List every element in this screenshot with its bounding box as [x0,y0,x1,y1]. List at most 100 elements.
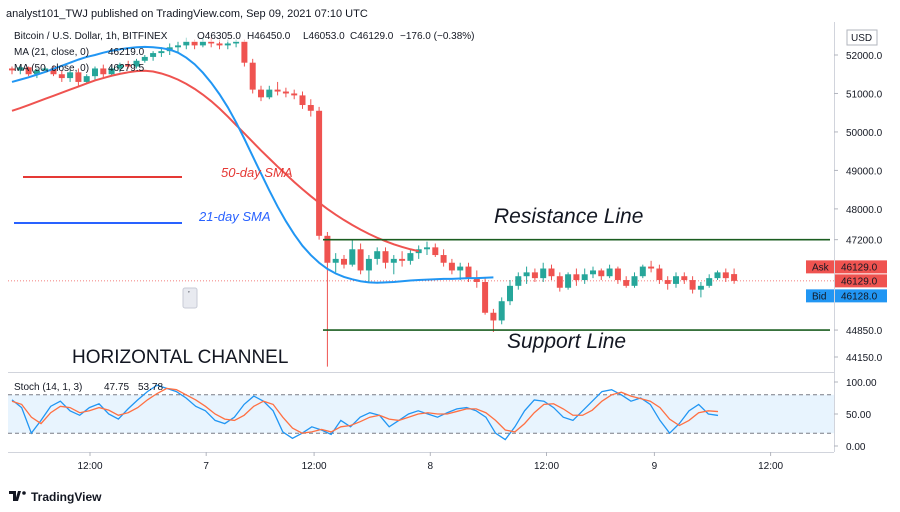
ohlc-close: C46129.0 [350,31,394,42]
candle-body [531,272,538,279]
tv-logo-dot [22,491,26,495]
candle-body [498,301,505,321]
stoch-k-line [11,384,719,441]
price-pane[interactable] [8,22,834,372]
support-annotation: Support Line [507,330,626,353]
candle-body [258,89,264,98]
candle-body [448,262,455,271]
bid-value: 46128.0 [841,291,878,302]
candle-body [125,64,132,67]
candle-body [614,268,621,281]
stoch-label: Stoch (14, 1, 3) [14,382,82,393]
candle-body [681,276,688,281]
candle-body [440,255,447,263]
price-axis: 52000.0 51000.0 50000.0 49000.0 48000.0 47200… [834,51,883,364]
candle-body [116,64,123,69]
time-tick-label: 7 [203,461,209,472]
candle-body [565,274,572,288]
time-tick-label: 12:00 [534,461,559,472]
candle-body [141,56,148,61]
tradingview-logo[interactable]: TradingView [9,490,102,504]
candle-body [42,68,49,71]
candle-body [365,258,372,271]
candle-body [316,110,323,236]
currency-box[interactable] [846,29,878,46]
stoch-tick-label: 100.00 [846,378,877,389]
resistance-annotation: Resistance Line [494,205,643,228]
candle-body [473,278,480,282]
candle-body [424,247,430,250]
candle-body [523,272,530,277]
ma50-legend: MA (50, close, 0) 46279.5 [14,63,145,74]
currency-label: USD [851,33,872,44]
candle-body [341,258,347,265]
candle-body [150,53,157,57]
price-tick-label: 50000.0 [846,128,883,139]
candle-body [9,68,15,71]
ask-value: 46129.0 [841,262,878,273]
symbol-line: Bitcoin / U.S. Dollar, 1h, BITFINEX [14,31,168,42]
price-tick-label: 44850.0 [846,326,883,337]
candle-body [324,235,331,263]
candle-body [573,274,580,281]
tv-logo-icon [9,491,21,501]
time-tick-label: 12:00 [758,461,783,472]
candle-body [75,72,82,82]
symbol-legend: Bitcoin / U.S. Dollar, 1h, BITFINEX O463… [8,28,475,42]
last-price-value: 46129.0 [841,276,878,287]
candle-body [689,280,696,290]
candle-body [108,68,115,75]
time-tick-label: 12:00 [302,461,327,472]
candle-body [490,312,497,321]
candle-body [556,276,563,288]
stoch-d-line [11,387,719,434]
time-tick-label: 9 [652,461,658,472]
candle-body [390,258,397,263]
publish-line: analyst101_TWJ published on TradingView.… [6,8,368,20]
candle-body [58,74,65,79]
candle-body [274,89,281,92]
candle-body [233,41,240,44]
candle-body [507,285,513,302]
stoch-d-value: 53.78 [138,382,163,393]
time-tick-label: 12:00 [77,461,102,472]
stoch-k-value: 47.75 [104,382,129,393]
candle-body [291,93,298,96]
ma50-value: 46279.5 [108,63,145,74]
candle-body [673,276,679,284]
candle-body [631,276,638,286]
candle-body [175,45,181,48]
candle-body [656,268,663,281]
bid-tag: Bid 46128.0 [806,289,887,303]
ohlc-high: H46450.0 [247,31,291,42]
candle-body [191,41,198,46]
candle-body [598,270,605,277]
candle-body [249,62,256,90]
candle-body [17,67,24,71]
price-tick-label: 49000.0 [846,166,883,177]
price-tick-label: 51000.0 [846,89,883,100]
price-tick-label: 44150.0 [846,353,883,364]
candle-body [50,68,57,75]
stoch-legend: Stoch (14, 1, 3) 47.75 53.78 [14,382,163,393]
ask-label: Ask [812,262,830,273]
price-tick-label: 48000.0 [846,205,883,216]
bid-label: Bid [812,291,826,302]
candle-body [722,272,729,279]
sma21-annotation: 21-day SMA [198,209,271,224]
time-tick-label: 8 [428,461,434,472]
candle-body [457,266,464,271]
sma-layer [11,45,494,284]
ohlc-change: −176.0 (−0.38%) [400,31,475,42]
candle-body [465,266,472,279]
candle-body [606,268,613,277]
candle-body [382,251,389,263]
candle-body [639,266,646,277]
ohlc-open: O46305.0 [197,31,241,42]
stoch-tick-label: 0.00 [846,442,866,453]
candles-layer [9,37,738,367]
candle-body [515,276,522,286]
candle-body [664,280,671,284]
candle-body [540,268,547,279]
